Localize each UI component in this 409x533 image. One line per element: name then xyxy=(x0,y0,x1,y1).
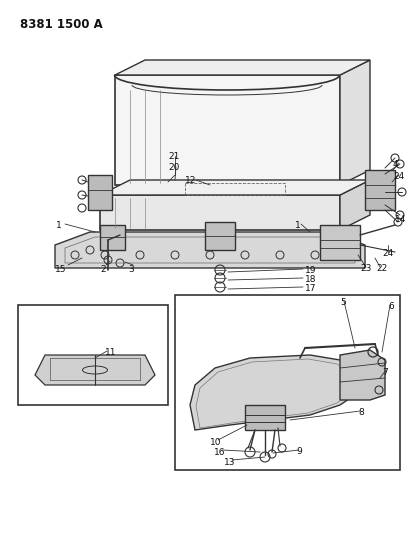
Polygon shape xyxy=(364,170,394,210)
Text: 2: 2 xyxy=(100,265,106,274)
Polygon shape xyxy=(100,195,339,230)
Text: 13: 13 xyxy=(223,458,235,467)
Bar xyxy=(18,305,168,405)
Polygon shape xyxy=(339,60,369,185)
Text: 11: 11 xyxy=(105,348,116,357)
Text: 17: 17 xyxy=(304,284,316,293)
Text: 8: 8 xyxy=(357,408,363,417)
Polygon shape xyxy=(100,225,125,250)
Polygon shape xyxy=(204,222,234,250)
Text: 9: 9 xyxy=(295,447,301,456)
Text: 15: 15 xyxy=(55,265,66,274)
Text: 3: 3 xyxy=(128,265,133,274)
Text: 8381 1500 A: 8381 1500 A xyxy=(20,18,103,31)
Text: 23: 23 xyxy=(359,264,371,273)
Polygon shape xyxy=(115,60,369,75)
Polygon shape xyxy=(100,180,369,195)
Text: 16: 16 xyxy=(213,448,225,457)
Text: 10: 10 xyxy=(209,438,221,447)
Text: 19: 19 xyxy=(304,266,316,275)
Text: 12: 12 xyxy=(184,176,196,185)
Text: 21: 21 xyxy=(168,152,179,161)
Text: 5: 5 xyxy=(339,298,345,307)
Text: 1: 1 xyxy=(56,221,62,230)
Text: 7: 7 xyxy=(381,368,387,377)
Text: 14: 14 xyxy=(394,215,405,224)
Polygon shape xyxy=(115,75,339,185)
Polygon shape xyxy=(189,355,359,430)
Polygon shape xyxy=(319,225,359,260)
Polygon shape xyxy=(55,232,364,268)
Polygon shape xyxy=(245,405,284,430)
Text: 24: 24 xyxy=(381,249,392,258)
Polygon shape xyxy=(88,175,112,210)
Text: 20: 20 xyxy=(168,163,179,172)
Text: 4: 4 xyxy=(392,160,398,169)
Bar xyxy=(175,295,399,470)
Polygon shape xyxy=(35,355,155,385)
Text: 1: 1 xyxy=(294,221,300,230)
Polygon shape xyxy=(339,350,384,400)
Text: 24: 24 xyxy=(392,172,403,181)
Polygon shape xyxy=(339,180,369,230)
Text: 6: 6 xyxy=(387,302,393,311)
Text: 18: 18 xyxy=(304,275,316,284)
Text: 22: 22 xyxy=(375,264,387,273)
Bar xyxy=(184,183,284,195)
